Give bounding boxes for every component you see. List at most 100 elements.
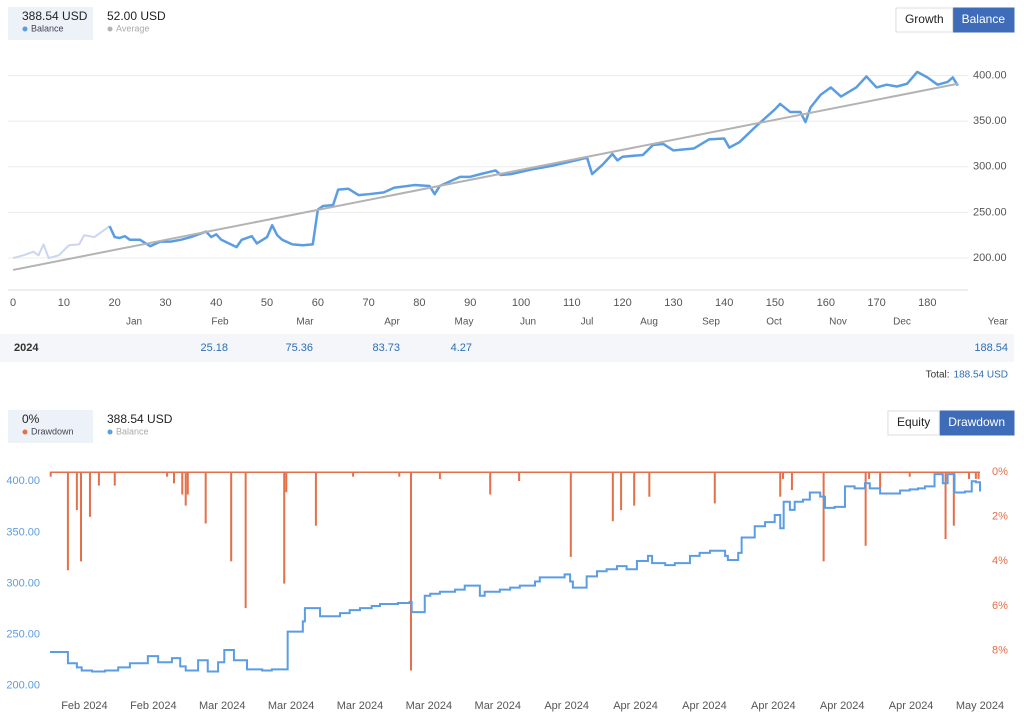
drawdown-bar [868,472,871,479]
tab-button[interactable]: Growth [895,7,954,33]
drawdown-bar [633,472,636,506]
legend-label: Balance [116,426,149,436]
y2-tick-label: 0% [992,466,1008,478]
x-tick-label: 20 [109,297,121,309]
y-tick-label: 200.00 [973,252,1007,264]
tab-label[interactable]: Balance [962,12,1006,26]
drawdown-bar [283,472,286,584]
y2-tick-label: 8% [992,644,1008,656]
tab-button[interactable]: Equity [887,410,940,436]
x-tick-label: 70 [363,297,375,309]
y2-tick-label: 2% [992,511,1008,523]
series-line [12,82,959,271]
x-tick-label: 140 [715,297,733,309]
table-column-header: Sep [702,317,720,328]
y2-tick-label: 6% [992,600,1008,612]
drawdown-bar [611,472,614,522]
x-tick-label: Apr 2024 [889,700,934,712]
tab-bg[interactable] [887,410,940,436]
drawdown-bar [352,472,355,477]
tab-bg[interactable] [938,410,1015,436]
x-tick-label: Apr 2024 [613,700,658,712]
x-tick-label: 180 [918,297,936,309]
drawdown-bar [620,472,623,511]
drawdown-bar [648,472,651,497]
legend-box-active[interactable] [8,410,93,443]
table-cell: 83.73 [372,342,400,354]
x-tick-label: 60 [312,297,324,309]
balance-step-line [50,473,981,673]
y-tick-label: 250.00 [973,206,1007,218]
x-tick-label: Feb 2024 [61,700,107,712]
drawdown-bar [908,472,911,477]
tab-label[interactable]: Equity [897,415,930,429]
y-tick-label: 350.00 [6,526,40,538]
drawdown-bar [113,472,116,486]
drawdown-bar [779,472,782,497]
y-tick-label: 300.00 [973,161,1007,173]
table-column-header: Nov [829,317,847,328]
legend-item[interactable]: 0%Drawdown [22,412,74,436]
x-tick-label: 160 [817,297,835,309]
x-tick-label: Apr 2024 [751,700,796,712]
drawdown-bar [409,472,412,671]
tab-bg[interactable] [895,7,954,33]
tab-button[interactable]: Drawdown [938,410,1015,436]
x-tick-label: Mar 2024 [475,700,521,712]
tab-label[interactable]: Growth [905,12,944,26]
drawdown-bar [66,472,69,571]
drawdown-bar [75,472,78,511]
drawdown-bar [97,472,100,486]
legend-dot [107,429,113,435]
series-line [108,70,959,249]
drawdown-bar [398,472,401,477]
legend-dot [22,429,28,435]
table-cell: 4.27 [451,342,472,354]
tab-button[interactable]: Balance [952,7,1015,33]
legend-box-active[interactable] [8,7,93,40]
x-tick-label: Mar 2024 [406,700,452,712]
total-value: 188.54 USD [954,370,1008,381]
x-tick-label: 120 [613,297,631,309]
x-tick-label: 10 [58,297,70,309]
drawdown-bar [438,472,441,479]
drawdown-bar [186,472,189,495]
tab-label[interactable]: Drawdown [948,415,1005,429]
drawdown-bar [781,472,784,479]
drawdown-bar [879,472,882,488]
drawdown-bar [518,472,521,482]
legend-label: Balance [31,23,64,33]
drawdown-bar [80,472,82,562]
drawdown-bar [314,472,317,526]
table-column-header: Jan [126,317,142,328]
table-row-label: 2024 [14,342,39,354]
y-tick-label: 300.00 [6,577,40,589]
y2-tick-label: 4% [992,555,1008,567]
table-column-header: Jul [581,317,594,328]
x-tick-label: May 2024 [956,700,1004,712]
x-tick-label: Mar 2024 [268,700,314,712]
table-column-header: Mar [296,317,314,328]
table-cell: 75.36 [285,342,313,354]
drawdown-bar [974,472,977,479]
legend-label: Average [116,23,149,33]
drawdown-bar [49,472,52,477]
table-column-header: Apr [384,317,400,328]
y-tick-label: 400.00 [6,475,40,487]
legend-label: Drawdown [31,426,74,436]
drawdown-bar [713,472,716,504]
drawdown-bar [952,472,955,526]
drawdown-bar [244,472,247,609]
table-row-band [0,334,1014,362]
table-column-header: Jun [520,317,536,328]
drawdown-bar [230,472,233,562]
table-cell: 25.18 [200,342,228,354]
x-tick-label: 170 [867,297,885,309]
legend-dot [22,26,28,32]
drawdown-bar [944,472,947,540]
series-line [12,225,111,260]
x-tick-label: Feb 2024 [130,700,176,712]
